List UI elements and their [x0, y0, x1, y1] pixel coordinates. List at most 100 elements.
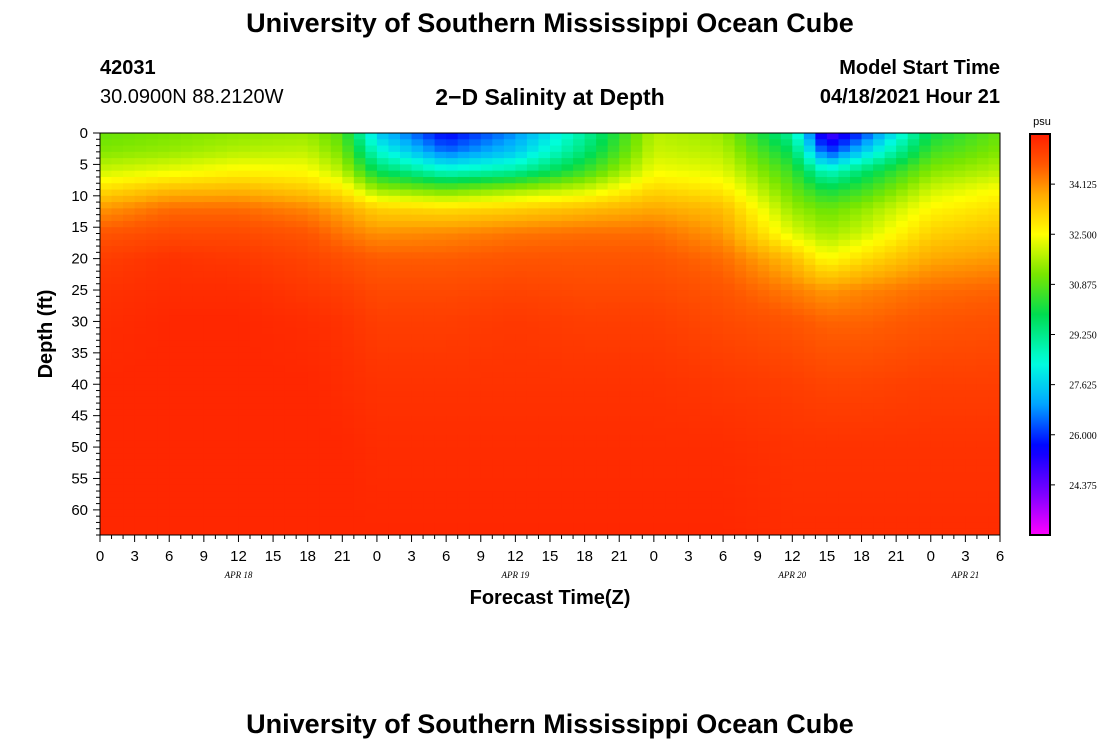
heatmap-cell — [515, 271, 528, 279]
heatmap-cell — [492, 252, 505, 260]
heatmap-cell — [873, 158, 886, 166]
heatmap-cell — [273, 283, 286, 291]
heatmap-cell — [180, 359, 193, 367]
heatmap-cell — [111, 377, 124, 385]
heatmap-cell — [192, 133, 205, 140]
heatmap-cell — [480, 302, 493, 310]
heatmap-cell — [388, 214, 401, 222]
heatmap-cell — [134, 277, 147, 285]
heatmap-cell — [850, 459, 863, 467]
heatmap-cell — [492, 296, 505, 304]
heatmap-cell — [446, 346, 459, 354]
heatmap-cell — [792, 139, 805, 147]
heatmap-cell — [838, 283, 851, 291]
heatmap-cell — [180, 465, 193, 473]
heatmap-cell — [388, 465, 401, 473]
heatmap-cell — [434, 334, 447, 341]
heatmap-cell — [353, 183, 366, 191]
heatmap-cell — [942, 327, 955, 335]
heatmap-cell — [884, 478, 897, 486]
heatmap-cell — [665, 308, 678, 316]
heatmap-cell — [480, 516, 493, 524]
heatmap-cell — [157, 509, 170, 517]
heatmap-cell — [688, 189, 701, 197]
heatmap-cell — [815, 472, 828, 480]
heatmap-cell — [746, 164, 759, 172]
heatmap-cell — [446, 271, 459, 279]
heatmap-cell — [342, 189, 355, 197]
heatmap-cell — [561, 202, 574, 209]
heatmap-cell — [746, 195, 759, 203]
heatmap-cell — [723, 428, 736, 436]
heatmap-cell — [665, 434, 678, 442]
heatmap-cell — [215, 421, 228, 429]
heatmap-cell — [492, 327, 505, 335]
heatmap-cell — [342, 472, 355, 480]
heatmap-cell — [480, 465, 493, 473]
heatmap-cell — [976, 472, 990, 480]
heatmap-cell — [965, 403, 978, 410]
heatmap-cell — [134, 459, 147, 467]
heatmap-cell — [146, 315, 159, 323]
heatmap-cell — [653, 189, 666, 197]
heatmap-cell — [607, 227, 620, 235]
heatmap-cell — [538, 176, 551, 184]
heatmap-cell — [573, 497, 586, 505]
heatmap-cell — [942, 522, 955, 530]
heatmap-cell — [919, 220, 932, 228]
heatmap-cell — [388, 497, 401, 505]
heatmap-cell — [203, 428, 216, 436]
heatmap-cell — [642, 164, 655, 172]
heatmap-cell — [446, 497, 459, 505]
heatmap-cell — [492, 528, 505, 535]
heatmap-cell — [515, 283, 528, 291]
heatmap-cell — [111, 409, 124, 417]
heatmap-cell — [884, 440, 897, 448]
heatmap-cell — [423, 440, 436, 448]
heatmap-cell — [688, 440, 701, 448]
heatmap-cell — [619, 133, 632, 140]
heatmap-cell — [480, 497, 493, 505]
heatmap-cell — [157, 296, 170, 304]
plot-title: 2−D Salinity at Depth — [435, 84, 665, 110]
heatmap-cell — [907, 227, 920, 235]
heatmap-cell — [157, 459, 170, 467]
heatmap-cell — [919, 340, 932, 348]
heatmap-cell — [342, 409, 355, 417]
heatmap-cell — [930, 334, 943, 341]
heatmap-cell — [134, 516, 147, 524]
heatmap-cell — [573, 214, 586, 222]
heatmap-cell — [550, 239, 563, 247]
heatmap-cell — [226, 409, 240, 417]
heatmap-cell — [850, 509, 863, 517]
heatmap-cell — [711, 497, 724, 505]
heatmap-cell — [261, 151, 274, 159]
heatmap-cell — [111, 478, 124, 486]
heatmap-cell — [976, 384, 990, 392]
heatmap-cell — [803, 491, 816, 498]
heatmap-cell — [146, 151, 159, 159]
heatmap-cell — [480, 296, 493, 304]
heatmap-cell — [319, 403, 332, 410]
heatmap-cell — [873, 195, 886, 203]
heatmap-cell — [365, 227, 378, 235]
heatmap-cell — [526, 176, 540, 184]
heatmap-cell — [526, 371, 540, 379]
heatmap-cell — [296, 202, 309, 209]
heatmap-cell — [780, 352, 793, 360]
heatmap-cell — [411, 264, 424, 272]
heatmap-cell — [423, 277, 436, 285]
heatmap-cell — [388, 421, 401, 429]
heatmap-cell — [376, 252, 390, 260]
heatmap-cell — [642, 208, 655, 216]
heatmap-cell — [873, 428, 886, 436]
heatmap-cell — [688, 428, 701, 436]
heatmap-cell — [838, 145, 851, 153]
heatmap-cell — [250, 296, 263, 304]
heatmap-cell — [653, 264, 666, 272]
heatmap-cell — [573, 371, 586, 379]
heatmap-cell — [307, 390, 320, 398]
heatmap-cell — [250, 290, 263, 297]
heatmap-cell — [423, 359, 436, 367]
heatmap-cell — [469, 327, 482, 335]
